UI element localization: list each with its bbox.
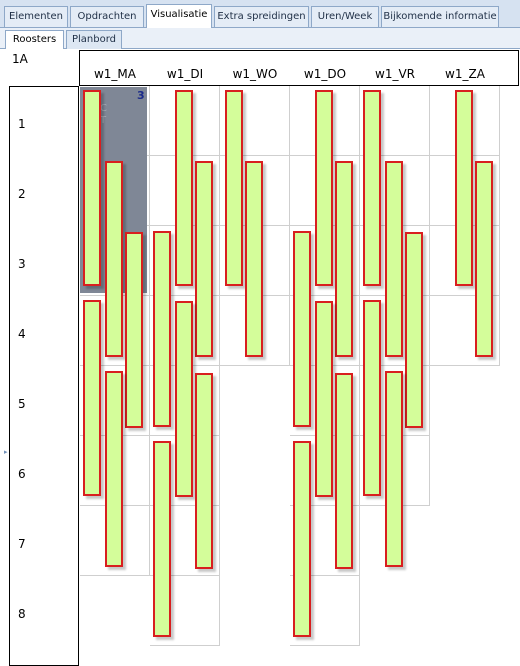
lesson-block[interactable] [405, 232, 423, 428]
lesson-block[interactable] [195, 373, 213, 569]
period-label: 4 [18, 327, 26, 341]
lesson-block[interactable] [363, 90, 381, 286]
lesson-block[interactable] [83, 90, 101, 286]
lesson-block[interactable] [175, 301, 193, 497]
lesson-block[interactable] [475, 161, 493, 357]
period-label: 6 [18, 467, 26, 481]
subtab-planbord[interactable]: Planbord [66, 30, 122, 49]
day-label-ma: w1_MA [93, 67, 136, 81]
day-label-wo: w1_WO [232, 67, 278, 81]
period-label: 8 [18, 607, 26, 621]
lesson-block[interactable] [153, 441, 171, 637]
period-label: 3 [18, 257, 26, 271]
day-label-vr: w1_VR [375, 67, 415, 81]
tab-visualisatie[interactable]: Visualisatie [146, 4, 212, 28]
selection-count: 3 [137, 89, 145, 102]
lesson-block[interactable] [293, 441, 311, 637]
tab-elementen[interactable]: Elementen [4, 6, 68, 27]
lesson-block[interactable] [245, 161, 263, 357]
day-label-do: w1_DO [303, 67, 347, 81]
day-header-row: w1_MA w1_DI w1_WO w1_DO w1_VR w1_ZA [79, 50, 519, 86]
lesson-block[interactable] [335, 161, 353, 357]
day-label-di: w1_DI [166, 67, 204, 81]
lesson-block[interactable] [225, 90, 243, 286]
lesson-block[interactable] [153, 231, 171, 427]
period-label: 7 [18, 537, 26, 551]
main-tab-bar: Elementen Opdrachten Visualisatie Extra … [0, 0, 520, 28]
tab-opdrachten[interactable]: Opdrachten [70, 6, 144, 27]
lesson-block[interactable] [105, 371, 123, 567]
lesson-block[interactable] [293, 231, 311, 427]
lesson-block[interactable] [315, 301, 333, 497]
lesson-block[interactable] [175, 90, 193, 286]
lesson-block[interactable] [455, 90, 473, 286]
lesson-block[interactable] [385, 161, 403, 357]
lesson-block[interactable] [195, 161, 213, 357]
lesson-block[interactable] [105, 161, 123, 357]
tab-extra-spreidingen[interactable]: Extra spreidingen [214, 6, 309, 27]
tab-bijkomende-informatie[interactable]: Bijkomende informatie [381, 6, 499, 27]
period-column: 1 2 3 4 5 6 7 8 [9, 86, 79, 666]
splitter-arrow-icon[interactable]: ▸ [4, 448, 8, 456]
lesson-block[interactable] [363, 300, 381, 496]
tab-uren-week[interactable]: Uren/Week [311, 6, 379, 27]
day-label-za: w1_ZA [445, 67, 485, 81]
subtab-roosters[interactable]: Roosters [5, 30, 64, 49]
period-label: 1 [18, 117, 26, 131]
class-label: 1A [12, 52, 28, 66]
lesson-block[interactable] [335, 373, 353, 569]
lesson-block[interactable] [385, 371, 403, 567]
lesson-block[interactable] [315, 90, 333, 286]
lesson-block[interactable] [83, 300, 101, 496]
period-label: 5 [18, 397, 26, 411]
sub-tab-bar: Roosters Planbord [0, 28, 520, 49]
lesson-block[interactable] [125, 232, 143, 428]
period-label: 2 [18, 187, 26, 201]
